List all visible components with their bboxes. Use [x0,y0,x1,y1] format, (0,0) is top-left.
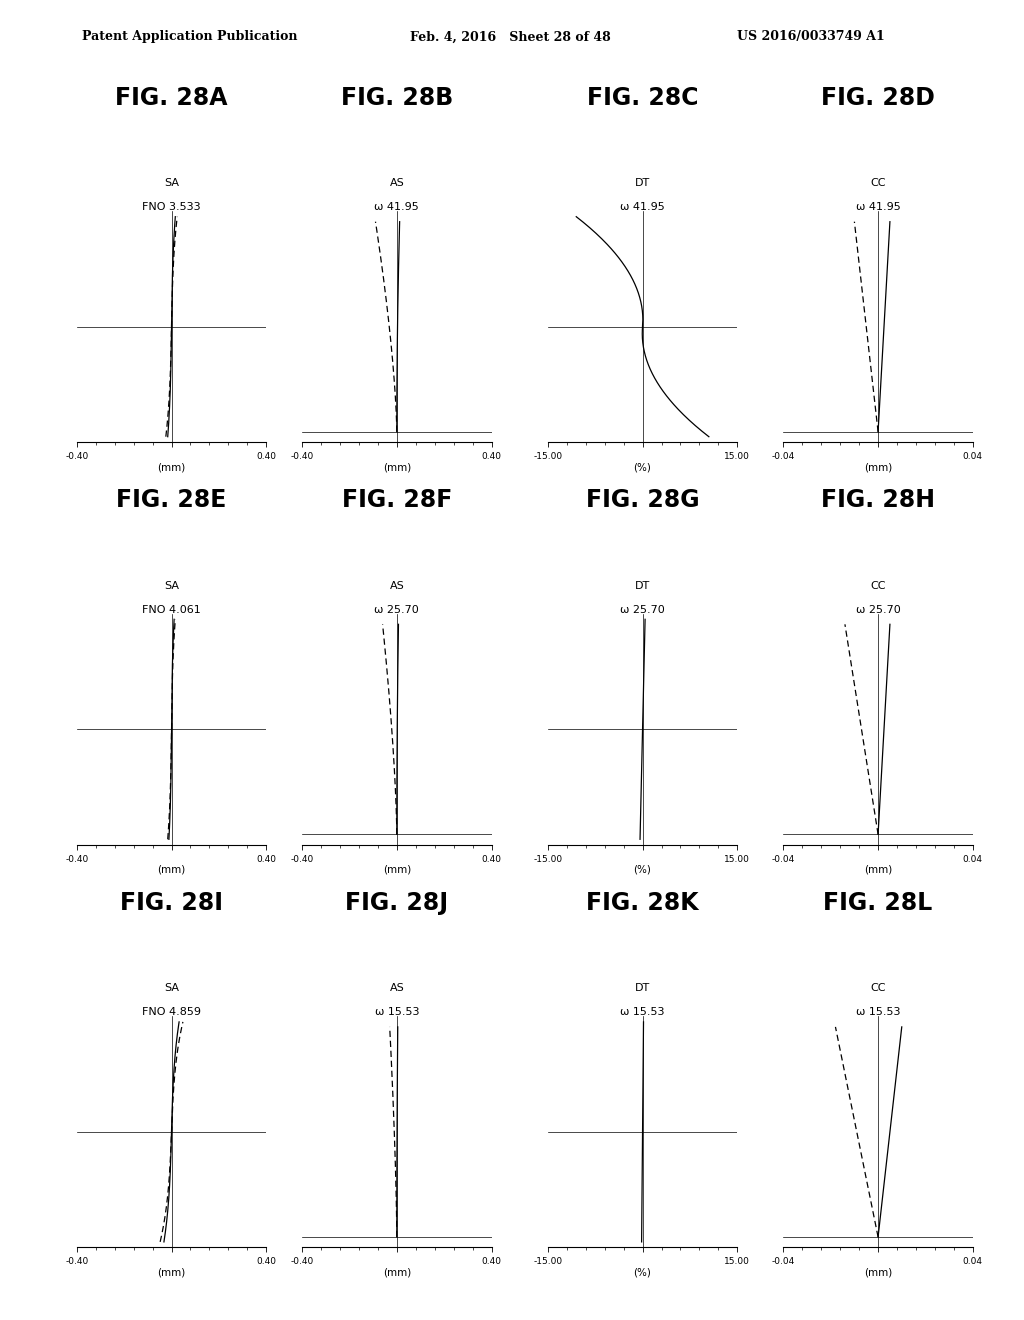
Text: SA: SA [164,983,179,994]
Text: SA: SA [164,581,179,591]
Text: ω 25.70: ω 25.70 [621,605,665,615]
Text: ω 25.70: ω 25.70 [375,605,419,615]
X-axis label: (mm): (mm) [383,1267,411,1278]
Text: DT: DT [635,178,650,189]
Text: CC: CC [870,178,886,189]
Text: FIG. 28I: FIG. 28I [120,891,223,915]
Text: ω 41.95: ω 41.95 [856,202,900,213]
Text: ω 41.95: ω 41.95 [375,202,419,213]
Text: FIG. 28G: FIG. 28G [586,488,699,512]
Text: FIG. 28H: FIG. 28H [821,488,935,512]
Text: FIG. 28B: FIG. 28B [341,86,453,110]
X-axis label: (mm): (mm) [864,1267,892,1278]
Text: FIG. 28E: FIG. 28E [117,488,226,512]
X-axis label: (mm): (mm) [158,865,185,875]
Text: FIG. 28C: FIG. 28C [587,86,698,110]
X-axis label: (%): (%) [634,865,651,875]
Text: FNO 4.859: FNO 4.859 [142,1007,201,1018]
Text: FIG. 28L: FIG. 28L [823,891,933,915]
Text: AS: AS [389,581,404,591]
Text: ω 15.53: ω 15.53 [621,1007,665,1018]
Text: Patent Application Publication: Patent Application Publication [82,30,297,44]
X-axis label: (mm): (mm) [864,462,892,473]
X-axis label: (mm): (mm) [864,865,892,875]
Text: ω 25.70: ω 25.70 [856,605,900,615]
X-axis label: (%): (%) [634,1267,651,1278]
Text: ω 15.53: ω 15.53 [856,1007,900,1018]
Text: FIG. 28J: FIG. 28J [345,891,449,915]
Text: FIG. 28K: FIG. 28K [587,891,698,915]
Text: FIG. 28D: FIG. 28D [821,86,935,110]
Text: FNO 3.533: FNO 3.533 [142,202,201,213]
Text: CC: CC [870,581,886,591]
Text: DT: DT [635,983,650,994]
Text: FIG. 28F: FIG. 28F [342,488,452,512]
Text: FNO 4.061: FNO 4.061 [142,605,201,615]
Text: Feb. 4, 2016   Sheet 28 of 48: Feb. 4, 2016 Sheet 28 of 48 [410,30,610,44]
X-axis label: (mm): (mm) [383,462,411,473]
Text: ω 15.53: ω 15.53 [375,1007,419,1018]
X-axis label: (mm): (mm) [158,462,185,473]
X-axis label: (%): (%) [634,462,651,473]
Text: ω 41.95: ω 41.95 [621,202,665,213]
Text: AS: AS [389,983,404,994]
Text: CC: CC [870,983,886,994]
Text: FIG. 28A: FIG. 28A [116,86,227,110]
Text: AS: AS [389,178,404,189]
Text: US 2016/0033749 A1: US 2016/0033749 A1 [737,30,885,44]
Text: DT: DT [635,581,650,591]
X-axis label: (mm): (mm) [383,865,411,875]
Text: SA: SA [164,178,179,189]
X-axis label: (mm): (mm) [158,1267,185,1278]
